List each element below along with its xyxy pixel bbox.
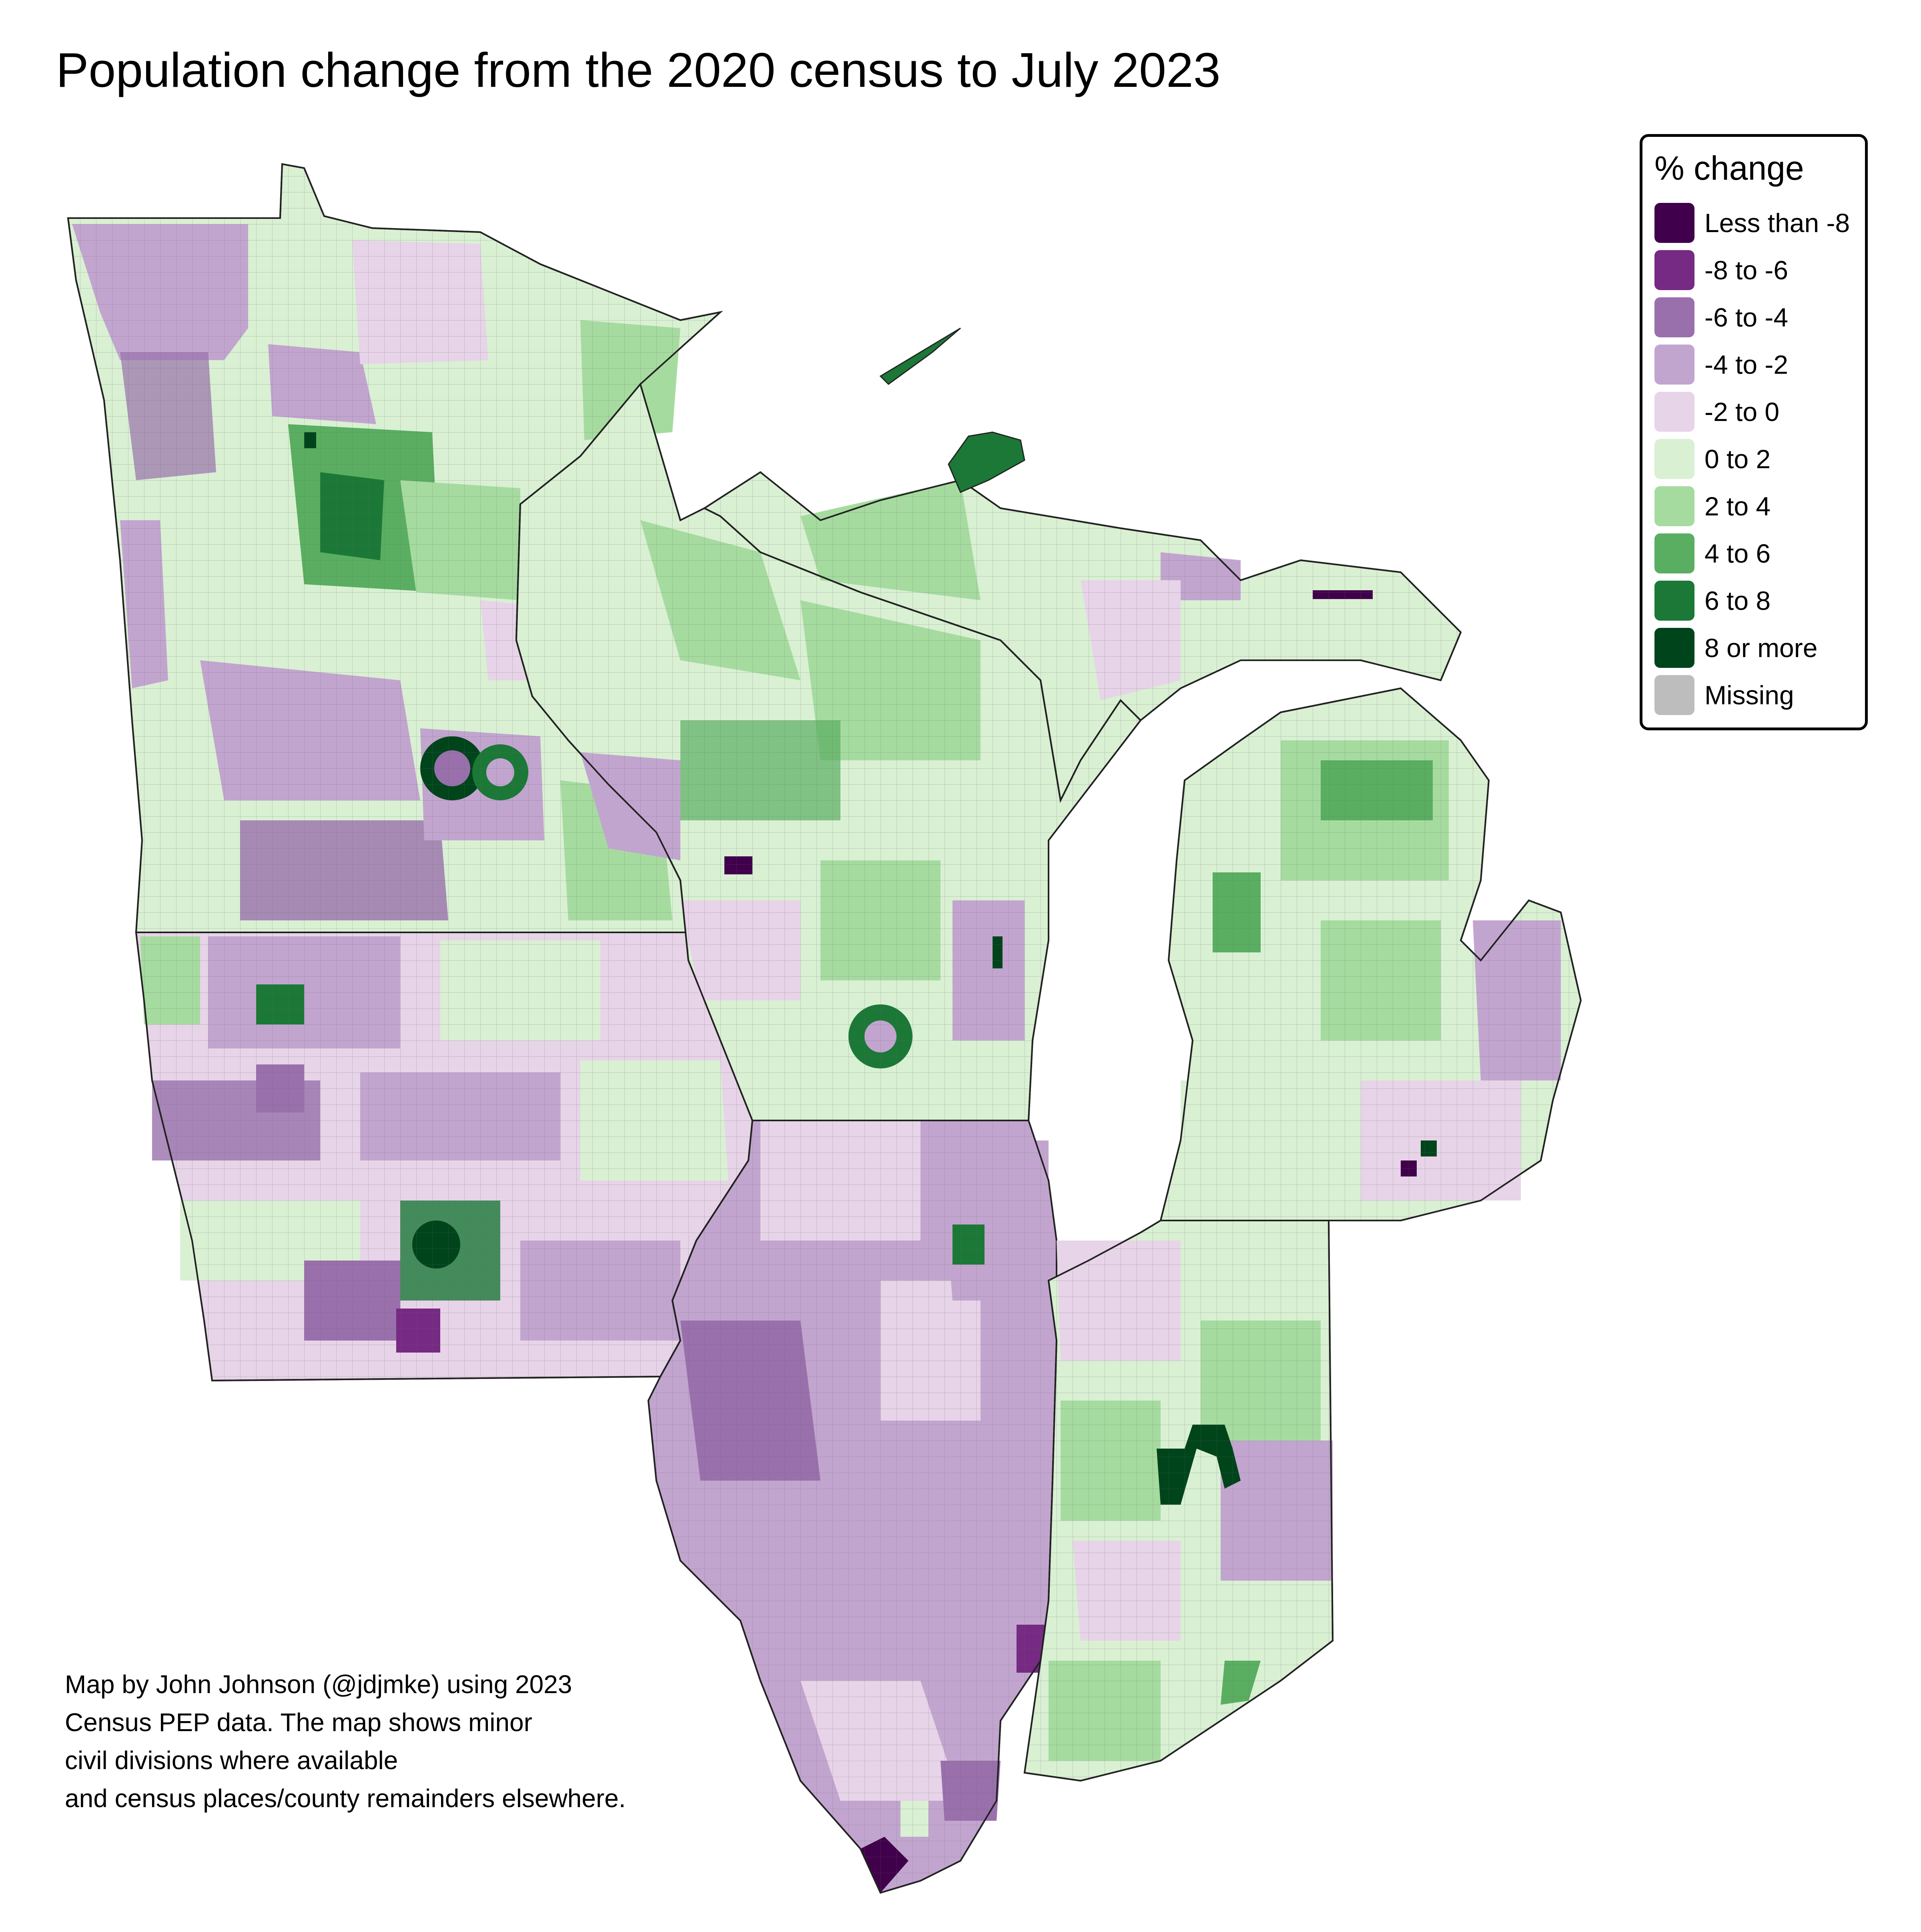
legend-label: 6 to 8: [1704, 586, 1771, 615]
legend-label: -8 to -6: [1704, 255, 1789, 285]
legend-item: 8 or more: [1654, 628, 1863, 668]
region-indiana: [1023, 1220, 1334, 1782]
legend: % change Less than -8 -8 to -6 -6 to -4 …: [1640, 134, 1868, 730]
credit-line: Census PEP data. The map shows minor: [65, 1708, 532, 1737]
legend-swatch: [1654, 250, 1694, 290]
legend-item: 6 to 8: [1654, 581, 1863, 621]
legend-label: -2 to 0: [1704, 397, 1780, 427]
legend-label: 8 or more: [1704, 633, 1818, 663]
region-islands: [879, 327, 1025, 493]
legend-item: Missing: [1654, 675, 1863, 715]
legend-item: -6 to -4: [1654, 297, 1863, 337]
region-iowa: [135, 932, 786, 1382]
credit-line: Map by John Johnson (@jdjmke) using 2023: [65, 1670, 572, 1699]
map-credit: Map by John Johnson (@jdjmke) using 2023…: [65, 1665, 825, 1818]
legend-swatch: [1654, 203, 1694, 243]
region-minnesota: [67, 163, 723, 933]
legend-label: 0 to 2: [1704, 444, 1771, 474]
map-title: Population change from the 2020 census t…: [56, 43, 1221, 97]
legend-swatch: [1654, 581, 1694, 621]
legend-swatch: [1654, 533, 1694, 573]
credit-line: and census places/county remainders else…: [65, 1784, 626, 1813]
region-wisconsin: [515, 382, 1142, 1121]
legend-title: % change: [1654, 149, 1804, 187]
legend-label: Less than -8: [1704, 208, 1850, 238]
legend-item: 2 to 4: [1654, 486, 1863, 526]
credit-line: civil divisions where available: [65, 1746, 398, 1775]
legend-label: -6 to -4: [1704, 303, 1789, 332]
legend-label: -4 to -2: [1704, 350, 1789, 379]
region-michigan-upper-peninsula: [702, 471, 1462, 803]
legend-label: 2 to 4: [1704, 491, 1771, 521]
legend-swatch: [1654, 297, 1694, 337]
legend-swatch: [1654, 392, 1694, 432]
legend-item: Less than -8: [1654, 203, 1863, 243]
legend-swatch: [1654, 439, 1694, 479]
legend-label: Missing: [1704, 680, 1794, 710]
region-michigan-lower-peninsula: [1159, 687, 1582, 1221]
region-illinois: [647, 1120, 1057, 1894]
legend-swatch: [1654, 675, 1694, 715]
legend-swatch: [1654, 345, 1694, 385]
legend-swatch: [1654, 628, 1694, 668]
legend-item: -8 to -6: [1654, 250, 1863, 290]
legend-label: 4 to 6: [1704, 539, 1771, 568]
legend-item: -4 to -2: [1654, 345, 1863, 385]
legend-swatch: [1654, 486, 1694, 526]
legend-item: 4 to 6: [1654, 533, 1863, 573]
legend-item: -2 to 0: [1654, 392, 1863, 432]
legend-item: 0 to 2: [1654, 439, 1863, 479]
